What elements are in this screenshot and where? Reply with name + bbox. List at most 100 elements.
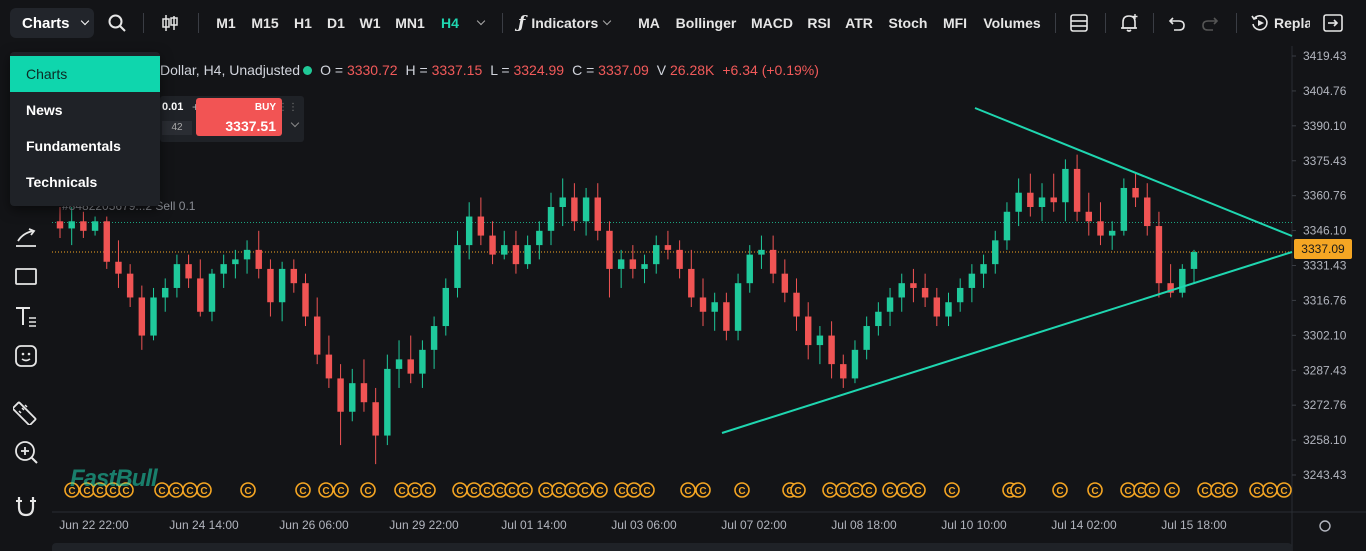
timeframe-w1[interactable]: W1 [359,15,381,31]
time-axis-label: Jun 26 06:00 [279,518,349,532]
candle [208,273,216,312]
fastbull-watermark: FastBull [70,465,158,492]
timeframe-m1[interactable]: M1 [216,15,236,31]
text-tool[interactable] [10,300,42,332]
event-marker-icon [1052,482,1068,498]
study-atr[interactable]: ATR [845,15,873,31]
buy-label: BUY [254,102,276,113]
event-marker-icon [1010,482,1026,498]
candle [664,245,672,250]
event-marker-glyph: C [596,486,603,497]
event-marker-glyph: C [68,486,75,497]
price-axis-tick: 3346.10 [1303,224,1347,238]
trend-line-tool[interactable] [10,220,42,252]
candle [419,349,426,374]
candle [80,221,87,231]
chart-type-button[interactable] [156,0,184,46]
rectangle-tool[interactable] [10,260,42,292]
event-marker-glyph: C [337,486,344,497]
candle [711,302,718,312]
magnet-tool[interactable] [10,490,42,522]
candle [933,297,941,317]
timeframe-d1[interactable]: D1 [327,15,345,31]
timeframe-m15[interactable]: M15 [251,15,279,31]
time-axis-label: Jun 22 22:00 [59,518,129,532]
candle [185,264,192,279]
event-marker-icon [734,482,750,498]
study-stoch[interactable]: Stoch [888,15,928,31]
measure-tool[interactable] [10,396,42,428]
event-marker-glyph: C [684,486,691,497]
event-marker-icon [639,482,655,498]
high-value: 3337.15 [431,62,483,78]
chevron-down-icon[interactable] [290,118,300,128]
charts-menu-button[interactable]: Charts [10,8,94,38]
bottom-panel-handle[interactable] [52,543,1292,551]
redo-button[interactable] [1198,0,1222,46]
menu-item-technicals[interactable]: Technicals [26,174,98,190]
event-marker-glyph: C [618,486,625,497]
event-marker-glyph: C [158,486,165,497]
menu-item-news[interactable]: News [26,102,63,118]
timeframe-dropdown[interactable] [470,0,486,46]
study-macd[interactable]: MACD [751,15,793,31]
timeframe-h1[interactable]: H1 [294,15,312,31]
search-button[interactable] [104,0,130,46]
exit-fullscreen-button[interactable] [1320,0,1346,46]
event-marker-glyph: C [1091,486,1098,497]
charts-menu-label: Charts [22,14,70,32]
replay-button[interactable]: Repla [1250,0,1310,46]
buy-button[interactable]: BUY 3337.51 [196,98,282,136]
study-volumes[interactable]: Volumes [983,15,1041,31]
event-marker-glyph: C [1226,486,1233,497]
smiley-icon [15,345,37,367]
increase-lot-button[interactable]: + [192,98,206,116]
candle [910,283,917,288]
event-marker-glyph: C [630,486,637,497]
lot-size-input[interactable]: 0.01 [162,101,184,113]
price-chart[interactable]: 3419.43 3404.76 3390.10 3375.43 3360.76 3346.… [0,46,1366,551]
event-marker-glyph: C [122,486,129,497]
candle [945,302,952,317]
timeframe-mn1[interactable]: MN1 [395,15,425,31]
study-ma[interactable]: MA [638,15,660,31]
zoom-tool[interactable] [10,436,42,468]
event-marker-glyph: C [109,486,116,497]
drag-handle-icon[interactable]: ⋮⋮ [278,102,298,113]
study-bollinger[interactable]: Bollinger [675,15,737,31]
settings-gear-icon[interactable] [1319,520,1331,532]
lower-trendline[interactable] [721,251,1293,434]
emoji-tool[interactable] [10,340,42,372]
candle [126,273,134,298]
candle [489,235,496,255]
alerts-button[interactable] [1116,0,1142,46]
study-rsi[interactable]: RSI [807,15,831,31]
templates-button[interactable] [1066,0,1092,46]
event-marker-glyph: C [581,486,588,497]
chevron-down-icon [602,16,612,26]
study-mfi[interactable]: MFI [942,15,968,31]
candle [1062,168,1069,203]
chevron-down-icon [476,16,486,26]
event-marker-icon [680,482,696,498]
indicators-button[interactable]: ƒ Indicators [518,0,622,46]
candle [197,278,204,312]
upper-trendline[interactable] [974,107,1293,237]
event-marker-icon [1087,482,1103,498]
undo-icon [1168,17,1185,31]
ruler-icon [13,401,37,425]
candle [536,230,543,246]
menu-item-fundamentals[interactable]: Fundamentals [26,138,121,154]
event-marker-glyph: C [496,486,503,497]
undo-button[interactable] [1165,0,1189,46]
candle [851,349,859,379]
menu-item-charts[interactable]: Charts [10,56,160,92]
volume-value: 26.28K [670,62,715,78]
event-marker-icon [592,482,608,498]
time-axis-label: Jul 01 14:00 [501,518,567,532]
candle [465,216,473,246]
toolbar-divider [502,13,503,33]
timeframe-h4[interactable]: H4 [441,15,459,31]
candle [921,287,929,298]
price-axis-tick: 3375.43 [1303,154,1347,168]
